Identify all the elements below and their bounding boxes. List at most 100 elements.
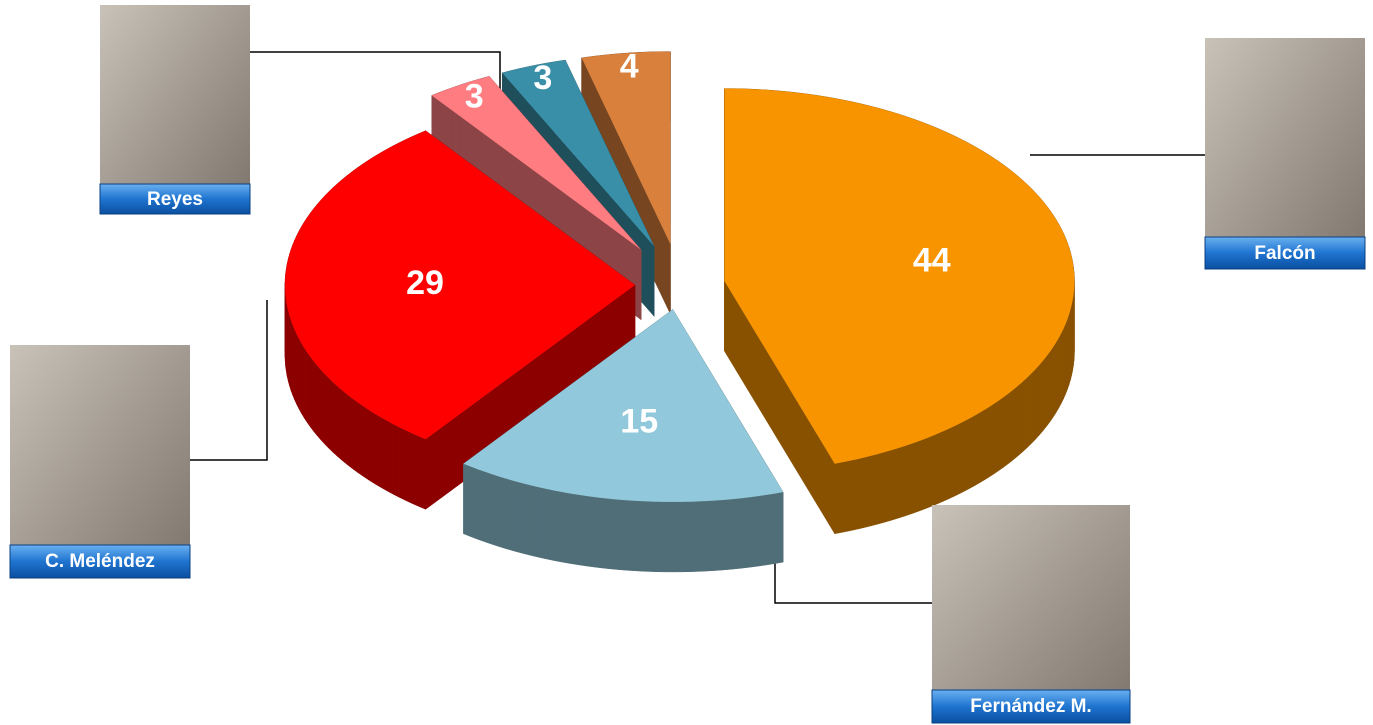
slice-side (522, 482, 531, 556)
slice-side (317, 365, 322, 441)
value-label: 4 (620, 47, 639, 85)
photo (100, 5, 250, 210)
slice-side (620, 499, 631, 571)
slice-side (842, 460, 852, 533)
slice-side (554, 490, 563, 563)
slice-top (724, 88, 1075, 464)
leader-line (250, 51, 501, 100)
slice-side (997, 397, 1004, 472)
slice-side (386, 420, 393, 495)
photo-card: Reyes (99, 5, 251, 215)
slice-side (905, 442, 914, 516)
slice-side (834, 461, 844, 535)
slice-side (411, 432, 420, 507)
slice-side (941, 428, 949, 503)
slice-side (890, 447, 899, 521)
value-label: 3 (533, 59, 552, 97)
slice-side (1046, 351, 1051, 428)
slice-side (698, 500, 708, 572)
slice-top (285, 130, 635, 440)
slice-side (362, 405, 370, 481)
slice-side (867, 454, 876, 528)
slice-side (612, 498, 622, 571)
slice-side (530, 484, 539, 558)
slice-side (328, 378, 334, 454)
slice-side (313, 360, 318, 437)
slice-side (672, 501, 682, 573)
slice-side (578, 494, 588, 567)
slice-side (570, 493, 580, 566)
slice-side (587, 495, 597, 568)
slice-side (859, 456, 868, 530)
slice-side (357, 402, 364, 477)
name-box (1204, 236, 1366, 270)
slice-side (954, 422, 962, 497)
slice-side (342, 390, 348, 466)
slice-top (463, 309, 784, 502)
leader-line (774, 540, 932, 604)
slice-side (961, 418, 969, 493)
slice-side (1012, 385, 1019, 461)
slice: 44 (724, 88, 1075, 535)
name-label: Reyes (147, 189, 203, 210)
slice-side (1055, 337, 1059, 414)
slice: 4 (581, 47, 671, 315)
slice-side (758, 494, 767, 567)
name-label: Fernández M. (970, 696, 1091, 717)
slice-side (1017, 381, 1023, 457)
slice-side (681, 501, 691, 573)
slice-side (418, 435, 426, 510)
slice-side (715, 499, 725, 571)
photo (1205, 38, 1365, 268)
slice-side (1042, 355, 1047, 432)
slice-side (913, 440, 921, 514)
slice-side (732, 497, 742, 570)
name-label: C. Meléndez (45, 551, 155, 572)
slice-top (581, 51, 671, 245)
leader-line (190, 300, 268, 461)
slice-top (431, 76, 642, 250)
slice-side (991, 401, 998, 476)
slice-side (967, 415, 975, 490)
slice-side (948, 425, 956, 500)
slice-side (304, 347, 308, 424)
slice-side (290, 320, 293, 396)
slice-side (368, 409, 375, 485)
slice-side (292, 325, 295, 401)
slice-side (1022, 377, 1028, 453)
slice-side (920, 437, 929, 511)
slice-side (655, 501, 665, 573)
slice-side (1063, 324, 1066, 400)
name-label: Falcón (1254, 243, 1315, 264)
value-label: 15 (620, 402, 658, 440)
photo-card: C. Meléndez (9, 345, 191, 579)
slice-side (934, 431, 943, 506)
slice-side (1052, 341, 1057, 419)
slice-side (629, 500, 639, 572)
slice-side (741, 496, 751, 569)
slice-side (749, 495, 759, 568)
slice-side (398, 426, 406, 501)
slice-side (1026, 372, 1032, 449)
slice-side (882, 450, 892, 523)
slice-side (985, 404, 993, 480)
slice-side (724, 498, 734, 571)
slice-side (707, 500, 717, 572)
slice-side (538, 486, 547, 560)
value-label: 44 (913, 242, 951, 280)
slice-side (1058, 333, 1062, 409)
slice: 3 (431, 75, 642, 321)
slice-side (1065, 319, 1068, 395)
slice: 15 (463, 308, 784, 573)
slice-side (1007, 389, 1014, 465)
name-box (9, 544, 191, 579)
slice-side (874, 452, 884, 526)
photo-card: Falcón (1204, 38, 1366, 270)
slice-side (380, 416, 387, 491)
slice-side (1039, 359, 1044, 436)
slice-side (595, 496, 605, 569)
photo (10, 345, 190, 577)
value-label: 29 (406, 264, 444, 302)
slice-side (405, 429, 413, 504)
